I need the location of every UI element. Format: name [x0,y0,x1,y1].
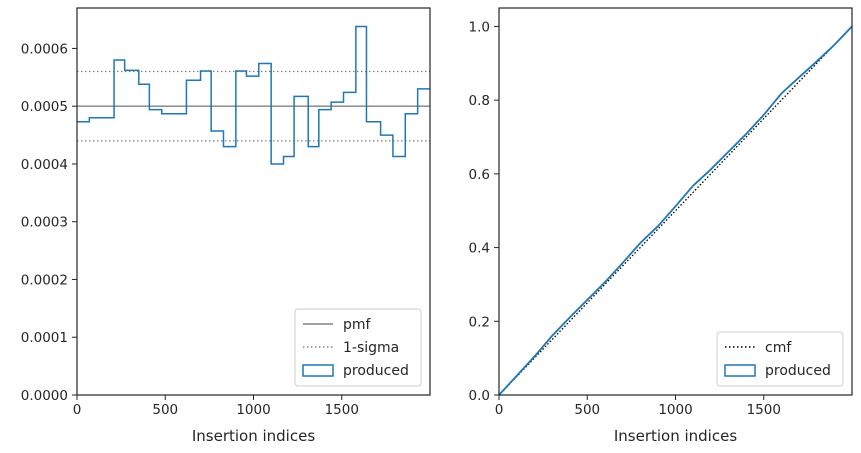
x-tick-label: 1500 [325,402,359,418]
x-tick-label: 0 [73,402,82,418]
y-tick-label: 0.0000 [21,388,68,404]
x-tick-label: 0 [495,402,504,418]
bin-bar [236,71,247,395]
bin-bar [125,70,139,395]
bin-bar [246,76,258,395]
y-tick-label: 0.0003 [21,215,68,231]
bin-bar [284,156,295,395]
bin-bar [114,60,125,395]
y-tick-label: 0.0005 [21,99,68,115]
bin-bar [162,114,187,395]
bin-bar [89,118,114,395]
bin-bar [139,84,150,395]
bin-bar [223,147,235,395]
plot-area [77,25,430,395]
bin-bar [211,131,223,395]
legend-label-cmf: cmf [765,340,792,356]
bin-bar [149,110,161,395]
bin-bar [271,164,283,395]
bin-bar [201,71,212,395]
x-tick-label: 1500 [747,402,781,418]
legend-box [294,308,422,387]
legend-label-1-sigma: 1-sigma [343,340,399,356]
x-tick-label: 500 [574,402,600,418]
y-tick-label: 0.0 [469,388,490,404]
right-chart-cmf: 0 500 1000 1500 0.0 0.2 0.4 0.6 0.8 1.0 Insertion … [469,7,853,445]
legend: pmf 1-sigma produced [294,308,422,387]
y-tick-label: 0.0006 [21,41,68,57]
y-tick-label: 0.4 [469,241,490,257]
y-tick-label: 0.0001 [21,330,68,346]
y-tick-label: 0.0004 [21,157,68,173]
legend-label-produced: produced [765,363,831,379]
legend-label-produced: produced [343,363,409,379]
x-axis-label: Insertion indices [614,427,737,445]
left-chart-pmf: 0 500 1000 1500 0.0000 0.0001 0.0002 0.0003 0.00… [21,7,431,445]
y-tick-label: 1.0 [469,19,490,35]
legend-box [716,331,844,387]
y-tick-label: 0.0002 [21,272,68,288]
x-tick-label: 1000 [658,402,692,418]
bin-bar [77,122,89,395]
bin-bar [259,63,271,395]
legend-label-pmf: pmf [343,317,372,333]
x-tick-label: 500 [152,402,178,418]
y-tick-label: 0.8 [469,93,490,109]
series-produced-line [499,25,852,395]
series-cmf-line [499,25,852,395]
x-axis-label: Insertion indices [192,427,315,445]
y-tick-label: 0.2 [469,314,490,330]
bin-bar [186,80,200,395]
y-tick-label: 0.6 [469,167,490,183]
legend: cmf produced [716,331,844,387]
plot-area [499,25,852,395]
legend-swatch-produced [302,364,334,377]
x-tick-label: 1000 [236,402,270,418]
legend-swatch-produced [724,364,756,377]
series-produced-step [77,25,430,165]
